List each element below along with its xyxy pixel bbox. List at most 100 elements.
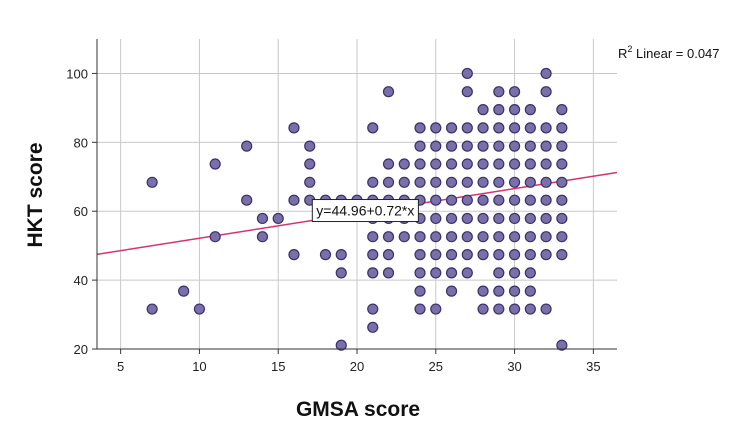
- data-point: [493, 140, 505, 152]
- data-point: [193, 303, 206, 315]
- r-squared-label: R2 Linear = 0.047: [618, 44, 720, 61]
- data-point: [430, 249, 442, 261]
- data-point: [524, 122, 536, 134]
- data-point: [367, 249, 379, 261]
- data-point: [508, 104, 521, 116]
- data-point: [493, 194, 505, 206]
- data-point: [508, 249, 521, 261]
- data-point: [540, 194, 552, 206]
- data-point: [445, 176, 458, 188]
- data-point: [477, 303, 489, 315]
- data-point: [430, 231, 442, 243]
- data-point: [461, 212, 473, 225]
- data-point: [430, 140, 442, 152]
- data-point: [430, 158, 442, 170]
- data-point: [445, 122, 458, 134]
- data-point: [445, 158, 458, 170]
- x-tick-label: 10: [192, 359, 206, 374]
- data-point: [524, 267, 536, 279]
- data-point: [477, 140, 489, 152]
- fit-equation-box: [311, 199, 419, 223]
- data-point: [304, 176, 316, 188]
- data-point: [477, 176, 489, 188]
- data-point: [382, 158, 395, 170]
- data-point: [477, 122, 489, 134]
- data-point: [540, 122, 552, 134]
- data-point: [493, 285, 505, 297]
- y-tick-label: 20: [74, 342, 88, 357]
- data-point: [540, 86, 552, 98]
- data-point: [445, 267, 458, 279]
- data-point: [382, 176, 395, 188]
- data-point: [430, 194, 442, 206]
- data-point: [398, 176, 410, 188]
- data-point: [304, 140, 316, 152]
- data-point: [540, 158, 552, 170]
- data-point: [461, 231, 473, 243]
- data-point: [445, 212, 458, 225]
- data-point: [414, 158, 426, 170]
- fit-equation-text: y=44.96+0.72*x: [316, 203, 414, 219]
- axes: [92, 39, 617, 354]
- data-point: [272, 212, 284, 225]
- y-tick-label: 80: [74, 135, 88, 150]
- x-tick-label: 35: [586, 359, 600, 374]
- x-tick-label: 25: [429, 359, 443, 374]
- data-point: [493, 231, 505, 243]
- data-point: [556, 104, 568, 116]
- data-point: [304, 158, 316, 170]
- data-point: [556, 176, 568, 188]
- data-point: [556, 231, 568, 243]
- y-tick-label: 40: [74, 273, 88, 288]
- data-point: [430, 303, 442, 315]
- data-point: [477, 194, 489, 206]
- data-point: [445, 231, 458, 243]
- data-point: [493, 267, 505, 279]
- data-point: [382, 249, 395, 261]
- data-point: [508, 158, 521, 170]
- data-point: [414, 285, 426, 297]
- data-point: [477, 104, 489, 116]
- data-point: [540, 231, 552, 243]
- data-point: [493, 86, 505, 98]
- data-point: [508, 267, 521, 279]
- data-point: [493, 212, 505, 225]
- data-point: [508, 140, 521, 152]
- data-point: [256, 212, 269, 225]
- data-point: [209, 158, 221, 170]
- data-point: [508, 176, 521, 188]
- data-point: [146, 176, 158, 188]
- data-point: [414, 140, 426, 152]
- data-point: [382, 231, 395, 243]
- data-point: [477, 249, 489, 261]
- data-point: [524, 140, 536, 152]
- data-point: [461, 140, 473, 152]
- data-point: [524, 249, 536, 261]
- x-tick-label: 20: [350, 359, 364, 374]
- data-point: [508, 122, 521, 134]
- data-point: [461, 122, 473, 134]
- data-point: [414, 176, 426, 188]
- fit-equation-label: y=44.96+0.72*x: [311, 199, 419, 223]
- data-point: [445, 249, 458, 261]
- data-point: [540, 140, 552, 152]
- data-point: [414, 249, 426, 261]
- y-tick-label: 100: [66, 66, 88, 81]
- data-point: [256, 231, 269, 243]
- data-point: [477, 231, 489, 243]
- data-point: [461, 176, 473, 188]
- data-point: [461, 194, 473, 206]
- data-point: [477, 158, 489, 170]
- data-point: [288, 249, 300, 261]
- data-point: [493, 104, 505, 116]
- x-tick-labels: 5 10 15 20 25 30 35: [117, 359, 601, 374]
- x-tick-label: 15: [271, 359, 285, 374]
- data-point: [556, 212, 568, 225]
- data-point: [288, 194, 300, 206]
- data-point: [508, 303, 521, 315]
- data-point: [556, 122, 568, 134]
- data-point: [367, 321, 379, 333]
- data-point: [508, 212, 521, 225]
- data-point: [540, 212, 552, 225]
- data-point: [524, 176, 536, 188]
